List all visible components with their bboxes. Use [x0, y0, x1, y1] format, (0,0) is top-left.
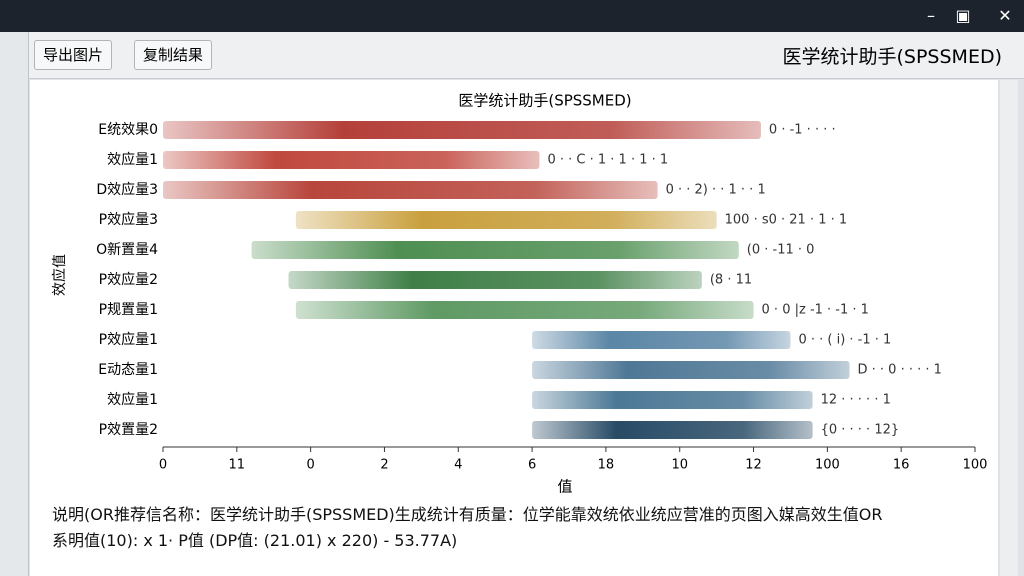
- footnote-line: 说明(OR推荐信名称：医学统计助手(SPSSMED)生成统计有质量：位学能靠效统…: [52, 505, 883, 524]
- y-tick-label: 效应量1: [107, 391, 158, 408]
- x-tick-label: 4: [454, 458, 462, 473]
- y-tick-label: P效应量1: [99, 331, 158, 348]
- y-tick-label: E统效果0: [98, 122, 158, 138]
- bar: [532, 361, 850, 379]
- minimize[interactable]: –: [927, 6, 935, 25]
- scrollbar[interactable]: [1000, 80, 1018, 576]
- bar-note: 0 · · 2) · · 1 · · 1: [666, 183, 766, 198]
- x-tick-label: 12: [745, 458, 762, 473]
- y-tick-label: P效置量2: [99, 422, 158, 438]
- brand: 医学统计助手(SPSSMED): [782, 46, 1003, 68]
- x-tick-label: 2: [380, 458, 388, 473]
- y-tick-label: D效应量3: [96, 181, 158, 198]
- chart-title: 医学统计助手(SPSSMED): [458, 92, 631, 110]
- bar-note: 0 · · ( i) · -1 · 1: [798, 333, 891, 348]
- x-tick-label: 10: [671, 458, 688, 473]
- bar: [532, 331, 791, 349]
- bar: [163, 121, 761, 139]
- bar-note: (0 · -11 · 0: [747, 243, 815, 258]
- y-tick-label: P效应量2: [99, 271, 158, 288]
- y-tick-label: P效应量3: [99, 211, 158, 228]
- bar-note: D · · 0 · · · · 1: [858, 363, 942, 378]
- bar: [163, 151, 540, 169]
- bar: [288, 271, 702, 289]
- x-axis-label: 值: [557, 478, 572, 496]
- bar: [251, 241, 739, 259]
- bar: [295, 301, 754, 319]
- x-tick-label: 0: [306, 458, 314, 473]
- y-axis-label: 效应值: [51, 254, 68, 296]
- bar-note: 0 · · C · 1 · 1 · 1 · 1: [547, 153, 668, 168]
- bar-note: 12 · · · · · 1: [821, 393, 891, 408]
- x-tick-label: 11: [229, 458, 246, 473]
- copy-button[interactable]: 复制结果: [134, 40, 213, 70]
- bar-note: 100 · s0 · 21 · 1 · 1: [725, 213, 848, 228]
- footnote-line: 系明值(10): x 1· P值 (DP值: (21.01) x 220) - …: [52, 531, 458, 550]
- bar: [163, 181, 658, 199]
- bar: [532, 421, 813, 439]
- x-tick-label: 6: [528, 458, 536, 473]
- bar: [532, 391, 813, 409]
- title-bar: – ▣ ✕: [0, 0, 1024, 32]
- bar: [295, 211, 717, 229]
- x-tick-label: 18: [598, 458, 615, 473]
- x-tick-label: 100: [963, 458, 988, 473]
- x-tick-label: 16: [893, 458, 910, 473]
- x-tick-label: 100: [815, 458, 840, 473]
- export-button[interactable]: 导出图片: [34, 40, 113, 70]
- restore[interactable]: ▣: [955, 6, 971, 25]
- side-panel: [0, 32, 29, 576]
- bar-note: {0 · · · · 12}: [821, 423, 900, 438]
- y-tick-label: 效应量1: [107, 151, 158, 168]
- bar-note: 0 · -1 · · · ·: [769, 123, 836, 138]
- close[interactable]: ✕: [998, 6, 1012, 25]
- y-tick-label: P规置量1: [99, 302, 158, 318]
- footnote: 说明(OR推荐信名称：医学统计助手(SPSSMED)生成统计有质量：位学能靠效统…: [52, 502, 883, 554]
- y-tick-label: O新置量4: [96, 242, 158, 258]
- bar-note: 0 · 0 |z -1 · -1 · 1: [762, 303, 869, 318]
- x-tick-label: 0: [159, 458, 167, 473]
- bar-note: (8 · 11: [710, 273, 752, 288]
- toolbar: 导出图片 复制结果 医学统计助手(SPSSMED): [0, 32, 1024, 79]
- y-tick-label: E动态量1: [98, 362, 158, 378]
